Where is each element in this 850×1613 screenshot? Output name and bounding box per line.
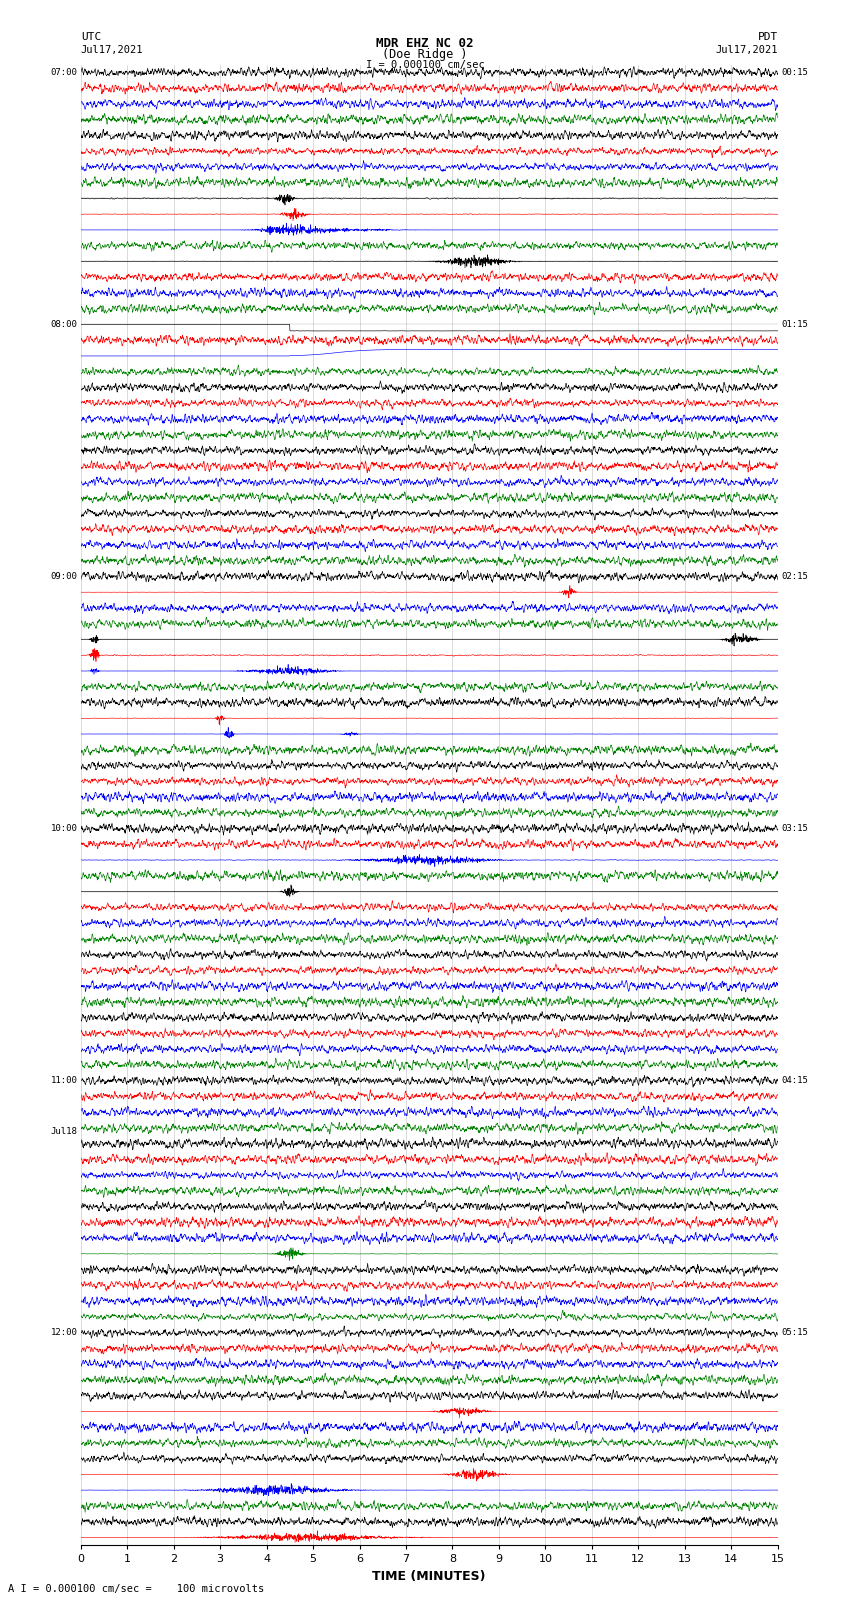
Text: I = 0.000100 cm/sec: I = 0.000100 cm/sec [366,60,484,69]
Text: Jul18: Jul18 [50,1127,77,1136]
Text: MDR EHZ NC 02: MDR EHZ NC 02 [377,37,473,50]
Text: 08:00: 08:00 [50,319,77,329]
Text: UTC: UTC [81,32,101,42]
Text: 00:15: 00:15 [781,68,808,77]
Text: 12:00: 12:00 [50,1327,77,1337]
Text: 07:00: 07:00 [50,68,77,77]
Text: (Doe Ridge ): (Doe Ridge ) [382,48,468,61]
Text: Jul17,2021: Jul17,2021 [81,45,144,55]
Text: 09:00: 09:00 [50,573,77,581]
Text: 11:00: 11:00 [50,1076,77,1086]
Text: A I = 0.000100 cm/sec =    100 microvolts: A I = 0.000100 cm/sec = 100 microvolts [8,1584,264,1594]
X-axis label: TIME (MINUTES): TIME (MINUTES) [372,1569,486,1582]
Text: PDT: PDT [757,32,778,42]
Text: Jul17,2021: Jul17,2021 [715,45,778,55]
Text: 04:15: 04:15 [781,1076,808,1086]
Text: 10:00: 10:00 [50,824,77,832]
Text: 01:15: 01:15 [781,319,808,329]
Text: 02:15: 02:15 [781,573,808,581]
Text: 05:15: 05:15 [781,1327,808,1337]
Text: 03:15: 03:15 [781,824,808,832]
